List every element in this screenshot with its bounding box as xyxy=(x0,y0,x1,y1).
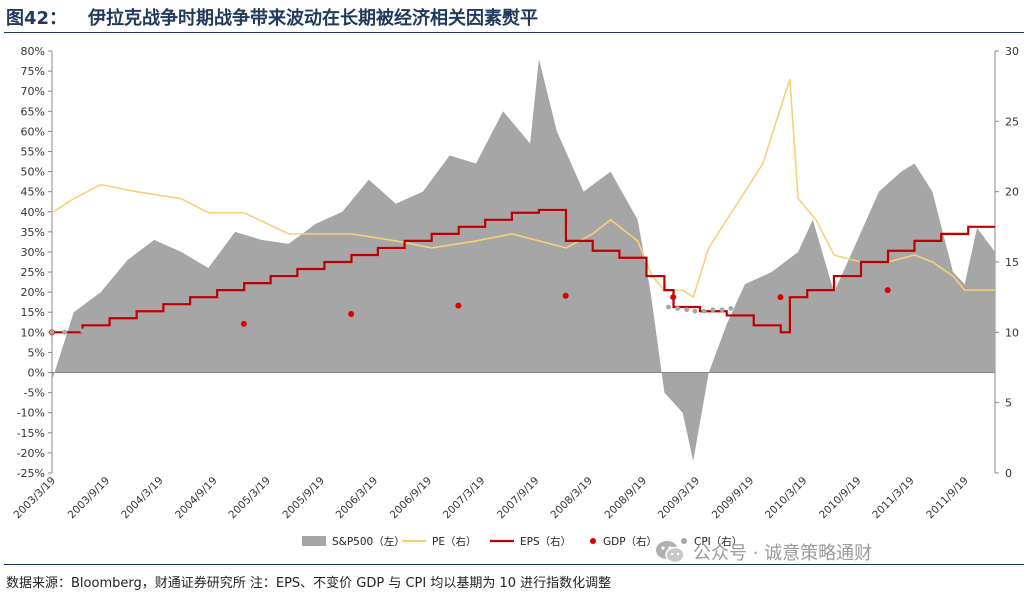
eps-line xyxy=(52,208,995,334)
figure-number: 图42： xyxy=(6,8,68,29)
left-tick-label: -20% xyxy=(17,447,45,460)
x-tick-label: 2007/9/19 xyxy=(495,475,542,522)
x-tick-label: 2003/3/19 xyxy=(12,475,59,522)
left-tick-label: 40% xyxy=(21,206,45,219)
figure-title: 图42： 伊拉克战争时期战争带来波动在长期被经济相关因素熨平 xyxy=(6,4,538,30)
left-tick-label: 25% xyxy=(21,266,45,279)
gdp-point xyxy=(884,287,891,294)
sp500-area xyxy=(52,59,995,461)
right-y-axis: 30 25 20 15 10 5 0 xyxy=(995,45,1019,480)
right-tick-label: 20 xyxy=(1005,186,1019,199)
wechat-icon xyxy=(656,541,685,564)
gdp-point xyxy=(240,320,247,327)
left-tick-label: 60% xyxy=(21,125,45,138)
right-tick-label: 10 xyxy=(1005,326,1019,339)
x-tick-label: 2003/9/19 xyxy=(66,475,113,522)
x-tick-label: 2006/3/19 xyxy=(334,475,381,522)
x-tick-label: 2011/9/19 xyxy=(924,475,971,522)
right-tick-label: 0 xyxy=(1005,467,1012,480)
x-tick-label: 2009/3/19 xyxy=(656,475,703,522)
left-tick-label: 35% xyxy=(21,226,45,239)
cpi-point xyxy=(49,329,55,335)
cpi-point xyxy=(684,307,690,313)
gdp-point xyxy=(670,294,677,301)
x-tick-label: 2005/3/19 xyxy=(226,475,273,522)
left-tick-label: -5% xyxy=(24,387,45,400)
cpi-point xyxy=(710,307,716,313)
cpi-point xyxy=(692,308,698,314)
cpi-point xyxy=(773,304,779,310)
left-tick-label: -15% xyxy=(17,427,45,440)
right-tick-label: 15 xyxy=(1005,256,1019,269)
x-tick-label: 2009/9/19 xyxy=(710,475,757,522)
cpi-point xyxy=(782,304,788,310)
left-tick-label: 15% xyxy=(21,306,45,319)
gdp-point xyxy=(455,302,462,309)
pe-line xyxy=(51,78,995,299)
legend-label: PE（右） xyxy=(432,535,476,548)
legend-label: CPI（右） xyxy=(694,535,742,548)
left-tick-label: 10% xyxy=(21,326,45,339)
legend-label: EPS（右） xyxy=(520,535,571,548)
left-tick-label: 65% xyxy=(21,105,45,118)
left-tick-label: -25% xyxy=(17,467,45,480)
left-tick-label: 0% xyxy=(28,367,45,380)
right-tick-label: 5 xyxy=(1005,397,1012,410)
gdp-point xyxy=(348,311,355,318)
left-tick-label: 80% xyxy=(21,45,45,58)
left-y-axis: 80% 75% 70% 65% 60% 55% 50% 45% 40% 35% 30% 25% 20% 1… xyxy=(17,45,52,480)
cpi-point xyxy=(80,328,85,334)
left-tick-label: -10% xyxy=(17,407,45,420)
source-divider xyxy=(4,564,1024,565)
gdp-point xyxy=(777,294,784,301)
x-tick-label: 2005/9/19 xyxy=(280,475,327,522)
left-tick-label: 30% xyxy=(21,246,45,259)
x-tick-label: 2006/9/19 xyxy=(388,475,435,522)
x-tick-label: 2011/3/19 xyxy=(870,475,917,522)
title-divider xyxy=(4,32,1024,33)
x-tick-label: 2008/3/19 xyxy=(548,475,595,522)
gdp-point xyxy=(562,292,569,299)
right-tick-label: 25 xyxy=(1005,115,1019,128)
cpi-point xyxy=(737,306,743,311)
figure-title-text: 伊拉克战争时期战争带来波动在长期被经济相关因素熨平 xyxy=(88,8,538,29)
left-tick-label: 5% xyxy=(28,346,45,359)
source-note: 数据来源：Bloomberg，财通证券研究所 注：EPS、不变价 GDP 与 C… xyxy=(6,576,612,591)
cpi-point xyxy=(746,306,752,311)
x-tick-label: 2010/3/19 xyxy=(763,475,810,522)
legend-swatch-dot xyxy=(590,538,596,544)
series-layer xyxy=(49,59,995,461)
watermark: 公众号 · 诚意策略通财 xyxy=(655,539,872,565)
x-tick-label: 2010/9/19 xyxy=(817,475,864,522)
cpi-point xyxy=(764,304,770,310)
left-tick-label: 50% xyxy=(21,166,45,179)
legend-swatch-dot xyxy=(681,538,687,544)
cpi-point xyxy=(701,308,707,314)
x-tick-label: 2007/3/19 xyxy=(441,475,488,522)
cpi-point xyxy=(728,306,734,311)
left-tick-label: 70% xyxy=(21,85,45,98)
x-tick-label: 2004/9/19 xyxy=(173,475,220,522)
x-axis: 2003/3/19 2003/9/19 2004/3/19 2004/9/19 2005… xyxy=(12,475,971,522)
cpi-point xyxy=(666,304,671,310)
cpi-point xyxy=(62,329,68,335)
right-tick-label: 30 xyxy=(1005,45,1019,58)
cpi-point xyxy=(675,306,681,311)
legend-label: S&P500（左） xyxy=(332,535,405,548)
legend-swatch-sp500 xyxy=(302,536,326,546)
left-tick-label: 20% xyxy=(21,286,45,299)
left-tick-label: 55% xyxy=(21,145,45,158)
legend-label: GDP（右） xyxy=(603,535,657,548)
chart: 80%75%70%65%60%55%50%45%40%35%30%25%20%1… xyxy=(12,45,1019,548)
x-tick-label: 2004/3/19 xyxy=(119,475,166,522)
left-tick-label: 75% xyxy=(21,65,45,78)
x-tick-label: 2008/9/19 xyxy=(603,475,650,522)
cpi-point xyxy=(755,304,761,310)
watermark-text: 公众号 · 诚意策略通财 xyxy=(693,543,873,564)
legend: S&P500（左） PE（右） EPS（右） GDP（右） CPI（右） xyxy=(302,535,742,548)
cpi-point xyxy=(719,307,725,313)
left-tick-label: 45% xyxy=(21,186,45,199)
